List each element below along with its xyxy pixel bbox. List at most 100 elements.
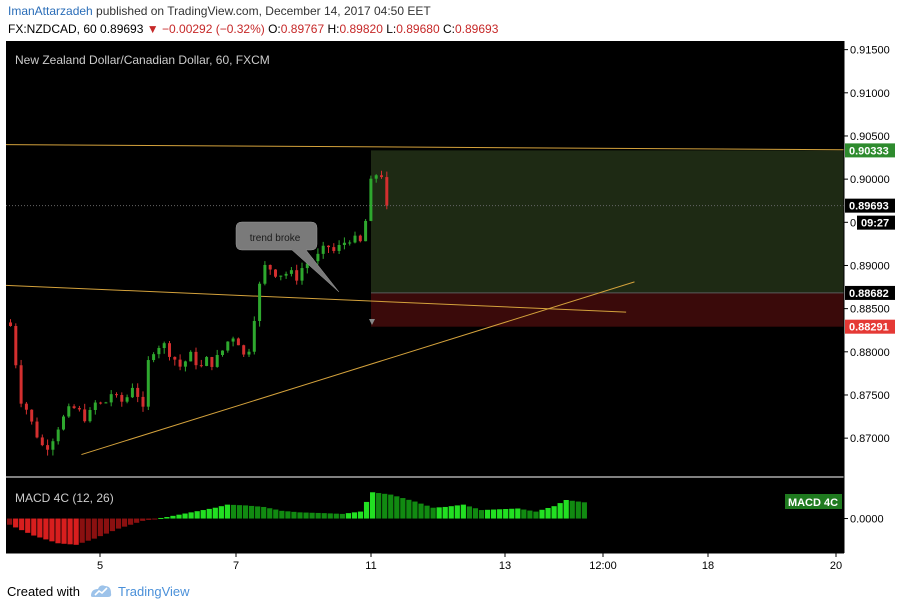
price-label-box bbox=[845, 143, 895, 158]
price-label-box bbox=[845, 285, 895, 300]
candle bbox=[19, 359, 23, 408]
countdown-text: 09:27 bbox=[861, 218, 889, 230]
macd-bar bbox=[563, 500, 569, 519]
footer: Created with TradingView bbox=[0, 577, 902, 609]
candle bbox=[109, 390, 113, 407]
candle-body bbox=[258, 283, 262, 321]
candle bbox=[358, 234, 362, 243]
candle-body bbox=[385, 177, 389, 206]
countdown-box bbox=[857, 215, 895, 230]
macd-bar bbox=[448, 506, 454, 519]
candle-body bbox=[247, 351, 251, 355]
candle-body bbox=[242, 345, 246, 355]
macd-bar bbox=[557, 503, 563, 519]
y-tick-label: 0.90500 bbox=[850, 131, 890, 143]
trendline bbox=[81, 281, 635, 456]
candle bbox=[183, 360, 187, 372]
candle-body bbox=[46, 445, 50, 450]
macd-bar bbox=[382, 493, 388, 519]
macd-bar bbox=[394, 496, 400, 519]
macd-bar bbox=[25, 518, 31, 533]
chart-canvas[interactable]: trend broke New Zealand Dollar/Canadian D… bbox=[0, 40, 902, 577]
candle bbox=[369, 175, 373, 222]
candle-body bbox=[305, 263, 309, 269]
macd-bar bbox=[206, 508, 212, 519]
macd-bar bbox=[551, 506, 557, 519]
tradingview-logo-icon[interactable] bbox=[88, 581, 114, 603]
macd-bar bbox=[79, 518, 85, 543]
macd-bar bbox=[491, 509, 497, 519]
macd-bar bbox=[285, 511, 291, 519]
author-link[interactable]: ImanAttarzadeh bbox=[8, 4, 93, 18]
candle-body bbox=[72, 406, 76, 409]
macd-bar bbox=[569, 500, 575, 519]
candle bbox=[173, 356, 177, 366]
candle-body bbox=[316, 253, 320, 262]
macd-bar bbox=[182, 513, 188, 519]
candle-body bbox=[364, 220, 368, 242]
macd-bar bbox=[170, 515, 176, 519]
y-tick-label: 0.88000 bbox=[850, 347, 890, 359]
macd-bar bbox=[152, 518, 158, 520]
callout-text: trend broke bbox=[250, 233, 301, 244]
macd-bar bbox=[466, 506, 472, 519]
candle bbox=[284, 271, 288, 279]
macd-bar bbox=[255, 506, 261, 519]
candle bbox=[236, 337, 240, 346]
candle-body bbox=[348, 242, 352, 244]
candle bbox=[385, 171, 389, 210]
change-down-icon: ▼ bbox=[146, 22, 159, 36]
candle bbox=[67, 403, 71, 418]
price-label-text: 0.88291 bbox=[849, 322, 889, 334]
candle bbox=[252, 316, 256, 355]
price-pane: trend broke New Zealand Dollar/Canadian D… bbox=[5, 53, 845, 456]
candle bbox=[316, 248, 320, 265]
macd-bar bbox=[261, 506, 267, 519]
candle-body bbox=[77, 408, 81, 410]
macd-bar bbox=[164, 517, 170, 519]
macd-bar bbox=[73, 518, 79, 545]
entry-arrow-icon bbox=[369, 319, 375, 325]
x-tick-label: 5 bbox=[97, 560, 103, 572]
candle bbox=[199, 359, 203, 368]
candle-body bbox=[120, 395, 124, 402]
candle-body bbox=[369, 178, 373, 221]
trendline bbox=[5, 284, 627, 313]
y-tick-label: 0.87000 bbox=[850, 433, 890, 445]
candle-body bbox=[205, 357, 209, 366]
macd-bar bbox=[128, 518, 134, 525]
macd-pane: MACD 4C (12, 26) MACD 4C 0.0000 bbox=[6, 476, 884, 545]
macd-bar bbox=[13, 518, 19, 528]
macd-bar bbox=[267, 508, 273, 519]
macd-bar bbox=[339, 513, 345, 519]
candle bbox=[62, 414, 65, 431]
macd-bar bbox=[357, 511, 364, 519]
macd-bar bbox=[388, 494, 394, 519]
macd-bar bbox=[85, 518, 91, 541]
macd-bar bbox=[224, 504, 230, 519]
macd-bar bbox=[176, 514, 182, 519]
candle-body bbox=[215, 355, 219, 367]
candle bbox=[141, 391, 145, 412]
macd-bar bbox=[575, 501, 581, 519]
x-tick-label: 11 bbox=[365, 560, 376, 572]
candle-body bbox=[24, 403, 28, 410]
candle-body bbox=[226, 341, 230, 351]
tradingview-link[interactable]: TradingView bbox=[118, 584, 190, 599]
candle-body bbox=[93, 402, 97, 410]
x-tick-label: 7 bbox=[233, 560, 239, 572]
candle-body bbox=[374, 175, 378, 179]
macd-title: MACD 4C (12, 26) bbox=[15, 491, 114, 505]
candle-body bbox=[168, 343, 171, 357]
candle-body bbox=[99, 402, 103, 404]
candle bbox=[146, 356, 150, 411]
countdown-prefix: 0 bbox=[850, 218, 856, 230]
candle bbox=[221, 350, 224, 357]
macd-bar bbox=[303, 512, 309, 519]
candle bbox=[210, 356, 214, 371]
candle-body bbox=[40, 437, 44, 446]
publish-info: published on TradingView.com, December 1… bbox=[92, 4, 431, 18]
macd-bar bbox=[158, 517, 164, 519]
candle-body bbox=[284, 273, 288, 276]
candle bbox=[178, 354, 182, 371]
